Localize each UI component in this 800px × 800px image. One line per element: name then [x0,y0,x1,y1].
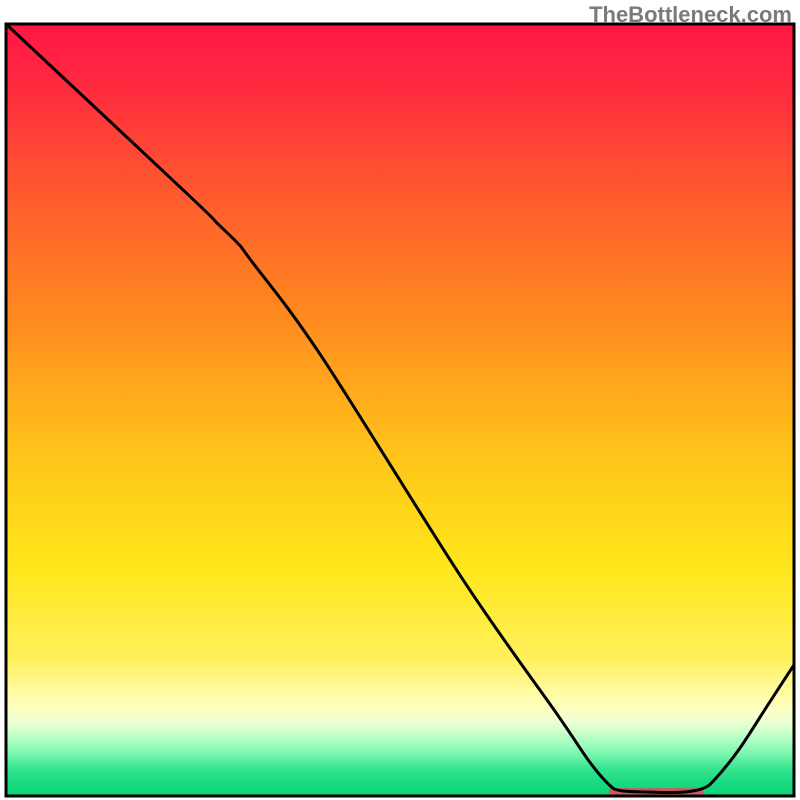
chart-frame: TheBottleneck.com [0,0,800,800]
plot-background [6,24,794,796]
attribution-text: TheBottleneck.com [589,2,792,28]
gradient-chart [0,0,800,800]
